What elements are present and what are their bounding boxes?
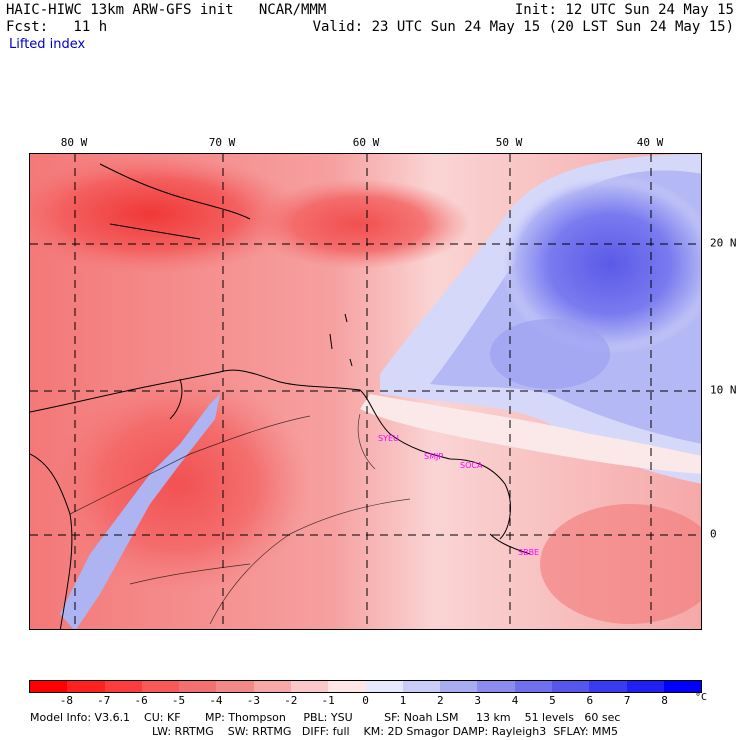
colorbar-bin [626, 681, 664, 692]
colorbar-bin [365, 681, 403, 692]
lat-label-10n: 10 N [710, 383, 737, 397]
lon-label-70w: 70 W [208, 136, 236, 149]
country-borders [69, 413, 411, 625]
forecast-hour: Fcst: 11 h [6, 19, 108, 35]
lifted-index-map: SYEU SMJP SOCA SBBE [29, 153, 702, 630]
colorbar-bin [514, 681, 552, 692]
model-info-line2: LW: RRTMG SW: RRTMG DIFF: full KM: 2D Sm… [152, 725, 618, 738]
station-label: SOCA [460, 461, 483, 470]
colorbar-bin [440, 681, 478, 692]
lat-lon-grid [30, 154, 701, 629]
field-name: Lifted index [9, 37, 86, 52]
colorbar-tick-label: 0 [362, 694, 369, 707]
colorbar-tick-label: -1 [321, 694, 335, 707]
colorbar-bin [589, 681, 627, 692]
colorbar-tick-label: 5 [549, 694, 556, 707]
colorbar-bin [179, 681, 217, 692]
neutral-band [360, 394, 701, 474]
colorbar-tick-label: -5 [171, 694, 186, 707]
colorbar-bin [477, 681, 515, 692]
colorbar-tick-label: 3 [474, 694, 481, 707]
colorbar-bin [290, 681, 329, 692]
andes-stable-streak [60, 394, 220, 629]
colorbar-tick-label: -8 [59, 694, 73, 707]
colorbar-bin [104, 681, 142, 692]
colorbar-bin [328, 681, 366, 692]
coastlines [30, 163, 531, 629]
unstable-atlantic-north [250, 179, 470, 269]
colorbar-bin [216, 681, 254, 692]
colorbar-tick-label: 6 [586, 694, 594, 707]
valid-time: Valid: 23 UTC Sun 24 May 15 (20 LST Sun … [312, 19, 734, 35]
colorbar-tick-label: -6 [134, 694, 148, 707]
model-title: HAIC-HIWC 13km ARW-GFS init NCAR/MMM [6, 2, 327, 18]
colorbar-unit: °C [695, 692, 708, 703]
colorbar-tick-label: 1 [399, 694, 407, 707]
colorbar-bin [551, 681, 590, 692]
colorbar-tick-label: 2 [436, 694, 444, 707]
colorbar-bin [67, 681, 105, 692]
colorbar-tick-label: -3 [246, 694, 260, 707]
colorbar [29, 680, 702, 693]
lat-label-0: 0 [710, 527, 717, 541]
station-label: SYEU [378, 434, 399, 443]
station-label: SBBE [518, 548, 539, 557]
model-info-line1: Model Info: V3.6.1 CU: KF MP: Thompson P… [30, 711, 621, 724]
station-label: SMJP [424, 452, 443, 461]
lon-label-80w: 80 W [60, 136, 88, 149]
colorbar-bin [663, 681, 702, 692]
stable-patch [490, 319, 610, 389]
colorbar-tick-label: 7 [623, 694, 631, 707]
colorbar-tick-label: 4 [511, 694, 519, 707]
colorbar-bin [30, 681, 68, 692]
lon-label-40w: 40 W [636, 136, 664, 149]
colorbar-tick-label: -7 [97, 694, 111, 707]
colorbar-bin [141, 681, 180, 692]
unstable-southeast [540, 504, 701, 624]
init-time: Init: 12 UTC Sun 24 May 15 [514, 2, 734, 18]
colorbar-tick-label: 8 [661, 694, 668, 707]
lon-label-60w: 60 W [352, 136, 380, 149]
colorbar-tick-label: -2 [284, 694, 298, 707]
colorbar-tick-label: -4 [209, 694, 223, 707]
map-canvas: SYEU SMJP SOCA SBBE [30, 154, 701, 629]
lat-label-20n: 20 N [710, 236, 737, 250]
lon-label-50w: 50 W [495, 136, 523, 149]
colorbar-bin [402, 681, 441, 692]
colorbar-bin [253, 681, 291, 692]
